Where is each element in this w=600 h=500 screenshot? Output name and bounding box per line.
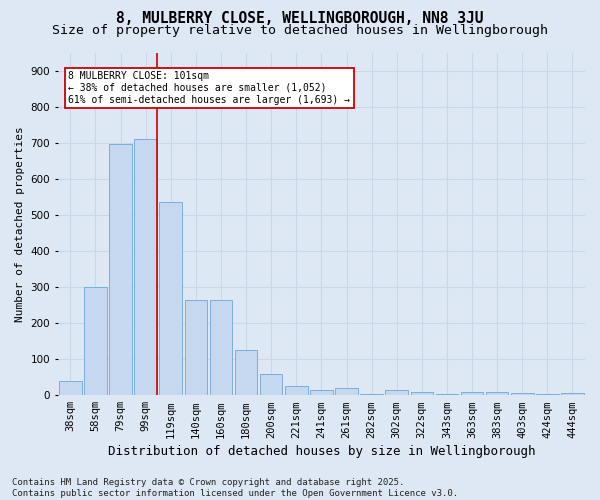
Bar [511,394,533,395]
Text: 8, MULBERRY CLOSE, WELLINGBOROUGH, NN8 3JU: 8, MULBERRY CLOSE, WELLINGBOROUGH, NN8 3… [116,11,484,26]
Bar [410,392,433,395]
Bar [461,392,484,395]
Bar [310,390,333,395]
Bar [109,144,132,395]
Bar [185,300,207,395]
Text: Size of property relative to detached houses in Wellingborough: Size of property relative to detached ho… [52,24,548,37]
Bar [361,394,383,395]
Bar [285,386,308,395]
Text: 8 MULBERRY CLOSE: 101sqm
← 38% of detached houses are smaller (1,052)
61% of sem: 8 MULBERRY CLOSE: 101sqm ← 38% of detach… [68,72,350,104]
X-axis label: Distribution of detached houses by size in Wellingborough: Distribution of detached houses by size … [107,444,535,458]
Bar [160,202,182,395]
Bar [260,374,283,395]
Bar [436,394,458,395]
Text: Contains HM Land Registry data © Crown copyright and database right 2025.
Contai: Contains HM Land Registry data © Crown c… [12,478,458,498]
Bar [486,392,508,395]
Bar [59,381,82,395]
Bar [84,287,107,395]
Bar [134,139,157,395]
Bar [561,394,584,395]
Bar [536,394,559,395]
Bar [385,390,408,395]
Bar [235,350,257,395]
Bar [209,300,232,395]
Bar [335,388,358,395]
Y-axis label: Number of detached properties: Number of detached properties [15,126,25,322]
